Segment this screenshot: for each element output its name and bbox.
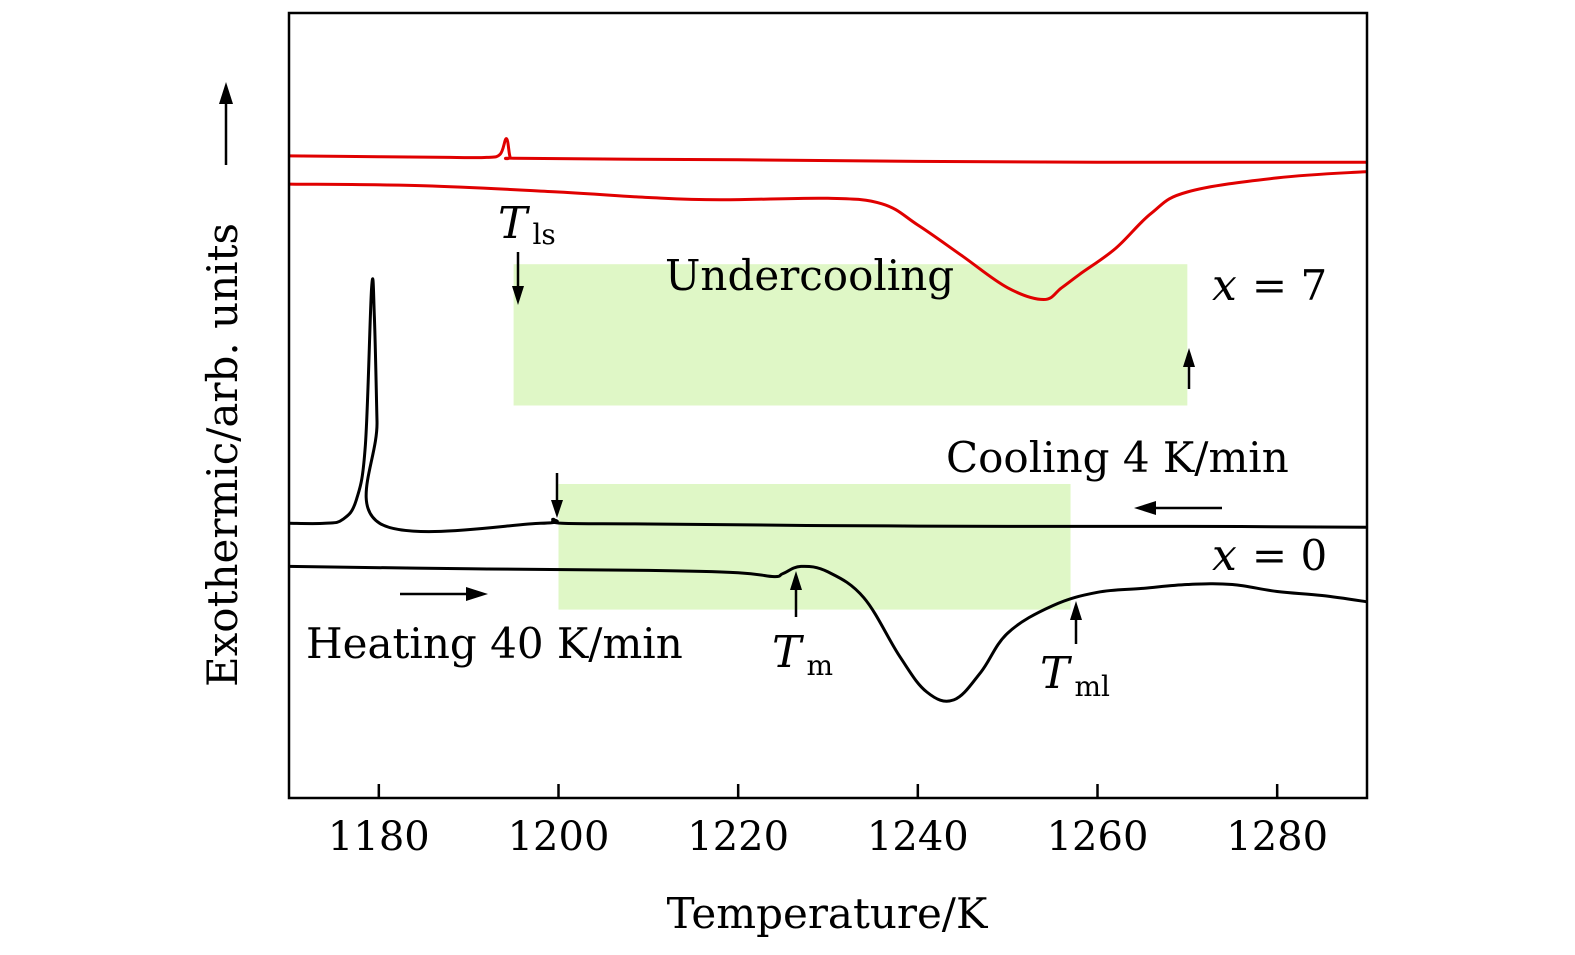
t-ml-symbol: T — [1040, 648, 1073, 699]
x-tick-label: 1280 — [1226, 814, 1328, 860]
t-m-subscript: m — [806, 649, 833, 682]
x-tick-label: 1200 — [508, 814, 610, 860]
x-tick-label: 1220 — [687, 814, 789, 860]
heating-direction-arrow-head — [466, 587, 488, 601]
x7-label: x = 7 — [1212, 260, 1327, 311]
undercooling-region-x7 — [513, 264, 1188, 406]
x7-symbol: x — [1212, 260, 1237, 311]
t-ls-arrow-head — [512, 286, 524, 305]
x0-equals: = 0 — [1252, 531, 1327, 580]
x-tick-label: 1180 — [328, 814, 430, 860]
t-ml-subscript: ml — [1074, 670, 1110, 703]
x7-cooling-curve — [288, 137, 1367, 164]
x-tick-label: 1260 — [1047, 814, 1149, 860]
series-group — [288, 137, 1368, 703]
x7-equals: = 7 — [1252, 261, 1327, 310]
x7-liquidus-arrow-head — [1183, 348, 1195, 367]
y-axis-title-group: Exothermic/arb. units — [198, 82, 247, 687]
annotation-arrows — [400, 252, 1222, 644]
x-axis-title: Temperature/K — [667, 889, 989, 938]
undercooling-region-x0 — [558, 484, 1071, 610]
y-axis-arrow-head — [219, 82, 233, 104]
t-ls-symbol: T — [498, 198, 531, 249]
t-m-label: T m — [772, 627, 833, 682]
t-ls-subscript: ls — [532, 218, 555, 251]
shaded-regions — [513, 264, 1188, 610]
t-ls-label: T ls — [498, 198, 556, 251]
cooling-rate-label: Cooling 4 K/min — [946, 433, 1289, 482]
x0-label: x = 0 — [1212, 530, 1327, 581]
heating-rate-label: Heating 40 K/min — [306, 619, 683, 668]
undercooling-label: Undercooling — [665, 251, 954, 300]
t-ml-label: T ml — [1040, 648, 1110, 703]
x7-heating-curve — [288, 170, 1368, 301]
x0-heating-curve — [288, 564, 1368, 703]
x0-cooling-curve — [288, 277, 1368, 534]
cooling-direction-arrow-head — [1134, 501, 1156, 515]
t-m-symbol: T — [772, 627, 805, 678]
t-m-arrow-head — [790, 571, 802, 590]
y-axis-title: Exothermic/arb. units — [198, 223, 247, 687]
x-ticks: 1180 1200 1220 1240 1260 1280 — [328, 784, 1328, 860]
x0-onset-arrow-head — [551, 500, 563, 518]
x0-symbol: x — [1212, 530, 1237, 581]
x-tick-label: 1240 — [867, 814, 969, 860]
t-ml-arrow-head — [1070, 601, 1082, 620]
plot-frame — [287, 11, 1369, 800]
